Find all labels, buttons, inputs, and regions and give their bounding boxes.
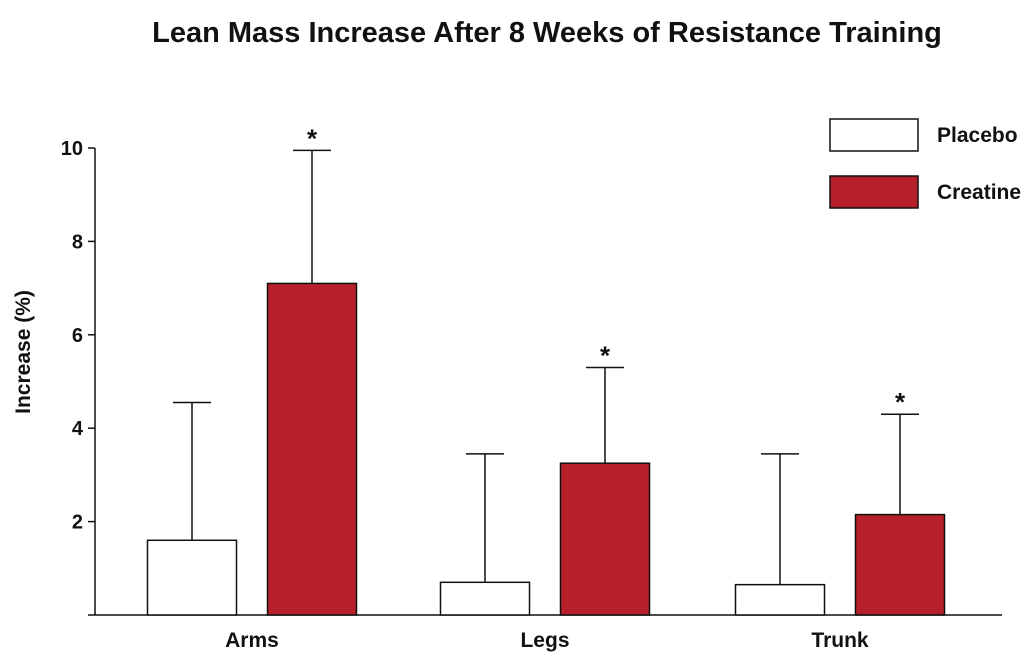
significance-marker: * xyxy=(600,340,611,370)
y-tick-label: 4 xyxy=(72,418,84,440)
bar-creatine-trunk xyxy=(854,513,946,616)
y-tick-label: 8 xyxy=(72,231,83,253)
legend-label-placebo: Placebo xyxy=(937,124,1018,147)
category-label-legs: Legs xyxy=(520,629,569,652)
error-bars xyxy=(173,149,919,585)
bar-creatine-legs xyxy=(559,462,651,616)
bar-placebo-legs xyxy=(439,581,531,616)
legend: Placebo Creatine xyxy=(829,118,1021,209)
chart-title: Lean Mass Increase After 8 Weeks of Resi… xyxy=(152,17,942,49)
y-tick-label: 6 xyxy=(72,325,83,347)
significance-markers: * * * xyxy=(307,123,906,417)
significance-marker: * xyxy=(307,123,318,153)
bar-creatine-arms xyxy=(266,282,358,616)
y-axis-label: Increase (%) xyxy=(12,290,35,414)
category-labels: Arms Legs Trunk xyxy=(225,629,869,652)
y-tick-label: 2 xyxy=(72,512,83,534)
legend-label-creatine: Creatine xyxy=(937,181,1021,204)
category-label-trunk: Trunk xyxy=(811,629,868,652)
y-ticks: 2 4 6 8 10 xyxy=(61,138,95,534)
category-label-arms: Arms xyxy=(225,629,279,652)
bars xyxy=(146,282,946,616)
bar-placebo-arms xyxy=(146,539,238,616)
legend-swatch-creatine xyxy=(829,175,919,209)
y-tick-label: 10 xyxy=(61,138,83,160)
bar-placebo-trunk xyxy=(734,583,826,616)
significance-marker: * xyxy=(895,387,906,417)
legend-swatch-placebo xyxy=(829,118,919,152)
